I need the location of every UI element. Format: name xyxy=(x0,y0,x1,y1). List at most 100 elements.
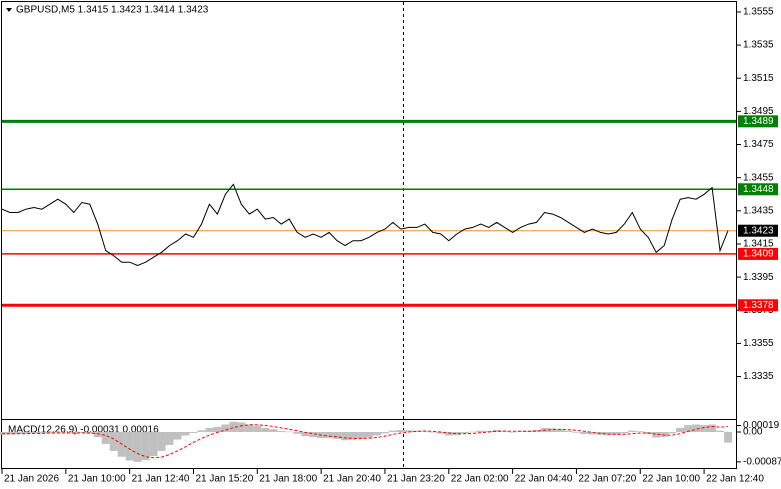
macd-bar xyxy=(428,432,437,433)
macd-bar xyxy=(221,424,230,433)
macd-bar xyxy=(676,427,685,433)
macd-bar xyxy=(197,430,206,433)
macd-bar xyxy=(444,432,453,436)
macd-bar xyxy=(652,432,661,438)
macd-bar xyxy=(460,432,469,434)
macd-bar xyxy=(133,432,142,462)
y-tick-label: 1.3355 xyxy=(743,338,774,349)
y-tick-label: 1.3495 xyxy=(743,106,774,117)
macd-bar xyxy=(548,428,557,433)
macd-bar xyxy=(21,432,30,434)
macd-bar xyxy=(396,429,405,433)
chart-title: GBPUSD,M5 1.3415 1.3423 1.3414 1.3423 xyxy=(16,5,209,16)
macd-bar xyxy=(588,432,597,435)
y-tick-label: 1.3475 xyxy=(743,139,774,150)
y-tick-label: 1.3395 xyxy=(743,272,774,283)
macd-bar xyxy=(157,432,166,451)
macd-bar xyxy=(700,425,709,433)
macd-bar xyxy=(612,432,621,435)
macd-bar xyxy=(37,432,46,434)
macd-bar xyxy=(333,432,342,439)
macd-bar xyxy=(325,432,334,438)
macd-bar xyxy=(380,432,389,434)
y-tick-label: 0.00019 xyxy=(743,420,780,431)
macd-bar xyxy=(269,429,278,433)
macd-bar xyxy=(556,429,565,433)
macd-bar xyxy=(29,432,38,434)
y-tick-label: 1.3435 xyxy=(743,205,774,216)
level-label: 1.3378 xyxy=(743,300,774,311)
macd-bar xyxy=(245,424,254,433)
macd-bar xyxy=(189,432,198,434)
macd-bar xyxy=(301,432,310,437)
macd-bar xyxy=(660,432,669,437)
macd-bar xyxy=(125,432,134,461)
y-tick-label: -0.00087 xyxy=(743,457,781,468)
macd-bar xyxy=(285,431,294,433)
macd-bar xyxy=(205,427,214,433)
x-tick-label: 22 Jan 04:40 xyxy=(515,474,573,485)
macd-bar xyxy=(628,430,637,433)
macd-bar xyxy=(716,430,725,433)
level-label-box xyxy=(738,247,778,260)
level-label: 1.3409 xyxy=(743,249,774,260)
macd-bar xyxy=(636,431,645,433)
x-tick-label: 21 Jan 2026 xyxy=(4,474,59,485)
level-label-box xyxy=(738,183,778,196)
macd-bar xyxy=(229,421,238,433)
macd-bar xyxy=(53,432,62,433)
macd-bar xyxy=(101,432,110,445)
price-line xyxy=(1,183,729,267)
macd-bar xyxy=(668,432,677,434)
macd-title: MACD(12,26,9) -0.00031 0.00016 xyxy=(8,425,159,436)
macd-bar xyxy=(508,432,517,433)
macd-bar xyxy=(109,432,118,451)
x-tick-label: 21 Jan 15:20 xyxy=(195,474,253,485)
level-label: 1.3423 xyxy=(743,225,774,236)
macd-bar xyxy=(149,432,158,457)
macd-bar xyxy=(412,430,421,433)
y-tick-label: 1.3555 xyxy=(743,7,774,18)
macd-bar xyxy=(309,432,318,438)
macd-bar xyxy=(604,432,613,436)
plot-frame xyxy=(1,1,737,469)
level-label-box xyxy=(738,115,778,128)
macd-bar xyxy=(404,430,413,433)
macd-bar xyxy=(724,432,733,443)
symbol-marker xyxy=(6,8,12,12)
macd-bar xyxy=(293,432,302,434)
macd-bar xyxy=(532,429,541,433)
level-label-box xyxy=(738,299,778,312)
macd-bar xyxy=(420,431,429,433)
signal-line xyxy=(2,424,729,459)
macd-bar xyxy=(253,425,262,433)
macd-bar xyxy=(684,425,693,433)
macd-bar xyxy=(77,432,86,434)
macd-bar xyxy=(436,432,445,434)
macd-bar xyxy=(165,432,174,446)
x-tick-label: 22 Jan 12:40 xyxy=(706,474,764,485)
macd-bar xyxy=(372,432,381,436)
x-tick-label: 21 Jan 23:20 xyxy=(387,474,445,485)
macd-bar xyxy=(468,431,477,433)
macd-bar xyxy=(181,432,190,436)
level-label: 1.3448 xyxy=(743,184,774,195)
x-tick-label: 22 Jan 07:20 xyxy=(578,474,636,485)
macd-bar xyxy=(261,427,270,433)
macd-bar xyxy=(93,432,102,438)
macd-bar xyxy=(692,424,701,433)
macd-bar xyxy=(349,432,358,440)
macd-bar xyxy=(388,430,397,433)
macd-bar xyxy=(341,432,350,441)
y-tick-label: 1.3515 xyxy=(743,73,774,84)
macd-bar xyxy=(173,432,182,440)
x-tick-label: 21 Jan 18:00 xyxy=(259,474,317,485)
level-label: 1.3489 xyxy=(743,116,774,127)
macd-bar xyxy=(141,432,150,461)
macd-bar xyxy=(213,426,222,433)
macd-bar xyxy=(492,429,501,433)
macd-bar xyxy=(580,432,589,435)
macd-bar xyxy=(61,432,70,433)
